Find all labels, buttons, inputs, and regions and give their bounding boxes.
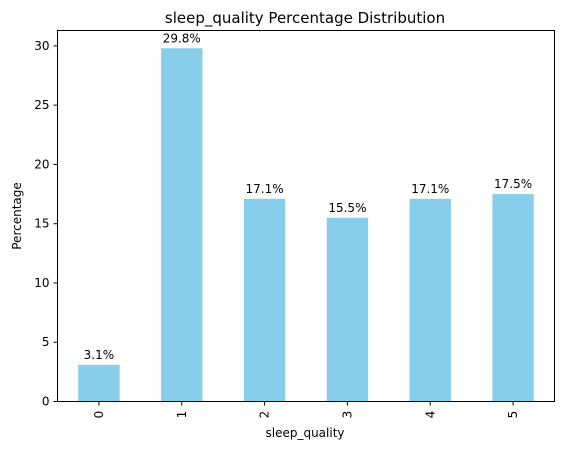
- y-tick-label-15: 15: [34, 217, 49, 231]
- y-tick-label-20: 20: [34, 157, 49, 171]
- x-axis: 0 1 2 3 4 5: [92, 401, 520, 419]
- y-axis-label: Percentage: [10, 182, 24, 250]
- data-label-5: 17.5%: [494, 177, 532, 191]
- bar-5: [492, 194, 534, 402]
- plot-frame: [57, 30, 555, 402]
- x-tick-label-0: 0: [92, 411, 106, 419]
- chart-title: sleep_quality Percentage Distribution: [165, 9, 445, 28]
- y-axis: 0 5 10 15 20 25 30: [34, 39, 58, 409]
- data-label-4: 17.1%: [411, 182, 449, 196]
- x-tick-label-5: 5: [506, 411, 520, 419]
- bars-group: [78, 48, 534, 402]
- y-tick-label-5: 5: [42, 335, 50, 349]
- bar-1: [161, 48, 203, 402]
- x-tick-label-1: 1: [175, 411, 189, 419]
- y-tick-label-0: 0: [42, 395, 50, 409]
- data-label-3: 15.5%: [328, 201, 366, 215]
- x-axis-label: sleep_quality: [265, 426, 344, 440]
- bar-3: [326, 217, 369, 402]
- y-tick-label-10: 10: [34, 276, 49, 290]
- bar-4: [409, 198, 451, 402]
- data-label-1: 29.8%: [163, 31, 201, 45]
- x-tick-label-4: 4: [423, 411, 437, 419]
- x-tick-label-2: 2: [258, 411, 272, 419]
- bar-2: [243, 198, 286, 402]
- x-tick-label-3: 3: [340, 411, 354, 419]
- y-tick-label-30: 30: [34, 39, 49, 53]
- bar-0: [78, 364, 120, 402]
- data-labels-group: 3.1% 29.8% 17.1% 15.5% 17.1% 17.5%: [84, 31, 532, 361]
- data-label-2: 17.1%: [246, 182, 284, 196]
- data-label-0: 3.1%: [84, 348, 115, 362]
- y-tick-label-25: 25: [34, 98, 49, 112]
